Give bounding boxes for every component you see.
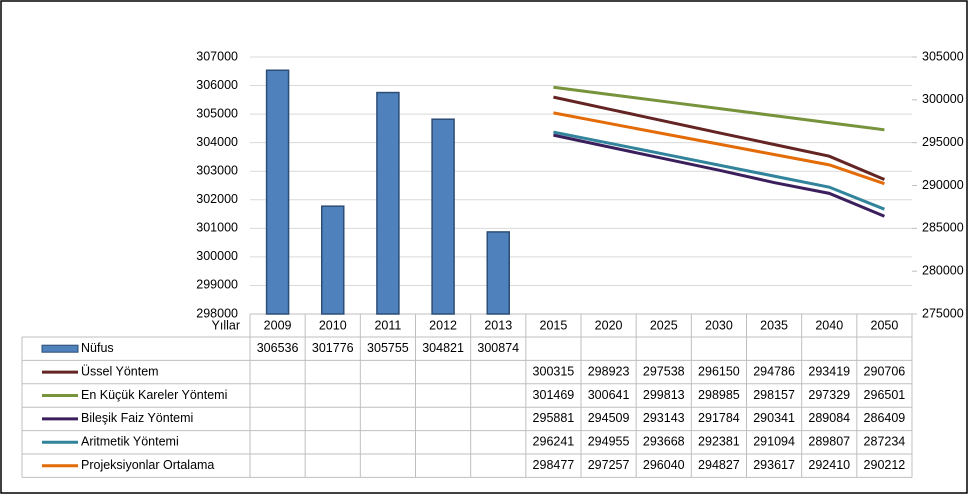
y-tick-label: 302000: [196, 192, 238, 206]
table-value: 297538: [643, 364, 685, 378]
table-value: 296040: [643, 458, 685, 472]
x-tick-label: 2030: [705, 318, 733, 332]
table-value: 291094: [753, 435, 795, 449]
x-tick-label: 2025: [650, 318, 678, 332]
table-value: 290706: [864, 364, 906, 378]
table-value: 294509: [588, 411, 630, 425]
table-value: 298157: [753, 388, 795, 402]
bar: [431, 118, 455, 315]
y2-tick-label: 290000: [922, 178, 964, 192]
legend-label: En Küçük Kareler Yöntemi: [81, 388, 227, 402]
line: [553, 95, 885, 181]
table-value: 293143: [643, 411, 685, 425]
line: [553, 111, 885, 186]
y-tick-label: 307000: [196, 49, 238, 63]
x-axis-label: Yıllar: [212, 318, 240, 332]
x-tick-label: 2015: [540, 318, 568, 332]
y2-tick-label: 285000: [922, 221, 964, 235]
y-tick-label: 305000: [196, 106, 238, 120]
x-tick-label: 2013: [484, 318, 512, 332]
legend-label: Projeksiyonlar Ortalama: [81, 458, 214, 472]
table-value: 298985: [698, 388, 740, 402]
x-tick-label: 2012: [429, 318, 457, 332]
legend-label: Nüfus: [81, 341, 114, 355]
table-value: 301469: [533, 388, 575, 402]
table-value: 297257: [588, 458, 630, 472]
bar: [321, 205, 345, 315]
line: [553, 130, 885, 211]
x-tick-label: 2020: [595, 318, 623, 332]
legend-label: Bileşik Faiz Yöntemi: [81, 411, 193, 425]
table-value: 304821: [422, 341, 464, 355]
x-tick-label: 2011: [374, 318, 401, 332]
table-value: 296150: [698, 364, 740, 378]
table-value: 298477: [533, 458, 575, 472]
x-tick-label: 2040: [815, 318, 843, 332]
table-value: 305755: [367, 341, 409, 355]
y-tick-label: 303000: [196, 164, 238, 178]
table-value: 306536: [257, 341, 299, 355]
bar: [265, 69, 290, 315]
table-value: 298923: [588, 364, 630, 378]
table-value: 294955: [588, 435, 630, 449]
table-value: 297329: [808, 388, 850, 402]
table-value: 292410: [808, 458, 850, 472]
table-value: 296241: [533, 435, 575, 449]
table-value: 293668: [643, 435, 685, 449]
table-value: 295881: [533, 411, 575, 425]
legend-key: [41, 344, 79, 353]
y2-tick-label: 295000: [922, 135, 964, 149]
table-value: 287234: [864, 435, 906, 449]
legend-label: Aritmetik Yöntemi: [81, 435, 179, 449]
table-value: 294827: [698, 458, 740, 472]
x-tick-label: 2035: [760, 318, 788, 332]
table-value: 291784: [698, 411, 740, 425]
bar: [486, 231, 510, 315]
table-value: 293617: [753, 458, 795, 472]
table-value: 301776: [312, 341, 354, 355]
line: [553, 133, 885, 218]
y-tick-label: 298000: [196, 306, 238, 320]
table-value: 292381: [698, 435, 740, 449]
table-value: 290212: [864, 458, 906, 472]
y-tick-label: 301000: [196, 221, 238, 235]
table-value: 299813: [643, 388, 685, 402]
x-tick-label: 2009: [264, 318, 292, 332]
table-value: 294786: [753, 364, 795, 378]
table-value: 300641: [588, 388, 630, 402]
table-value: 286409: [864, 411, 906, 425]
y2-tick-label: 300000: [922, 92, 964, 106]
table-value: 296501: [864, 388, 906, 402]
y-tick-label: 306000: [196, 78, 238, 92]
x-tick-label: 2050: [871, 318, 899, 332]
y-tick-label: 300000: [196, 249, 238, 263]
y2-tick-label: 305000: [922, 49, 964, 63]
table-value: 293419: [808, 364, 850, 378]
legend-label: Üssel Yöntem: [81, 364, 159, 378]
bar: [376, 91, 400, 315]
y-tick-label: 299000: [196, 278, 238, 292]
table-value: 289084: [808, 411, 850, 425]
y-tick-label: 304000: [196, 135, 238, 149]
y2-tick-label: 275000: [922, 306, 964, 320]
table-value: 289807: [808, 435, 850, 449]
y2-tick-label: 280000: [922, 263, 964, 277]
table-value: 290341: [753, 411, 795, 425]
x-tick-label: 2010: [319, 318, 347, 332]
table-value: 300315: [533, 364, 575, 378]
table-value: 300874: [477, 341, 519, 355]
line: [553, 85, 885, 132]
